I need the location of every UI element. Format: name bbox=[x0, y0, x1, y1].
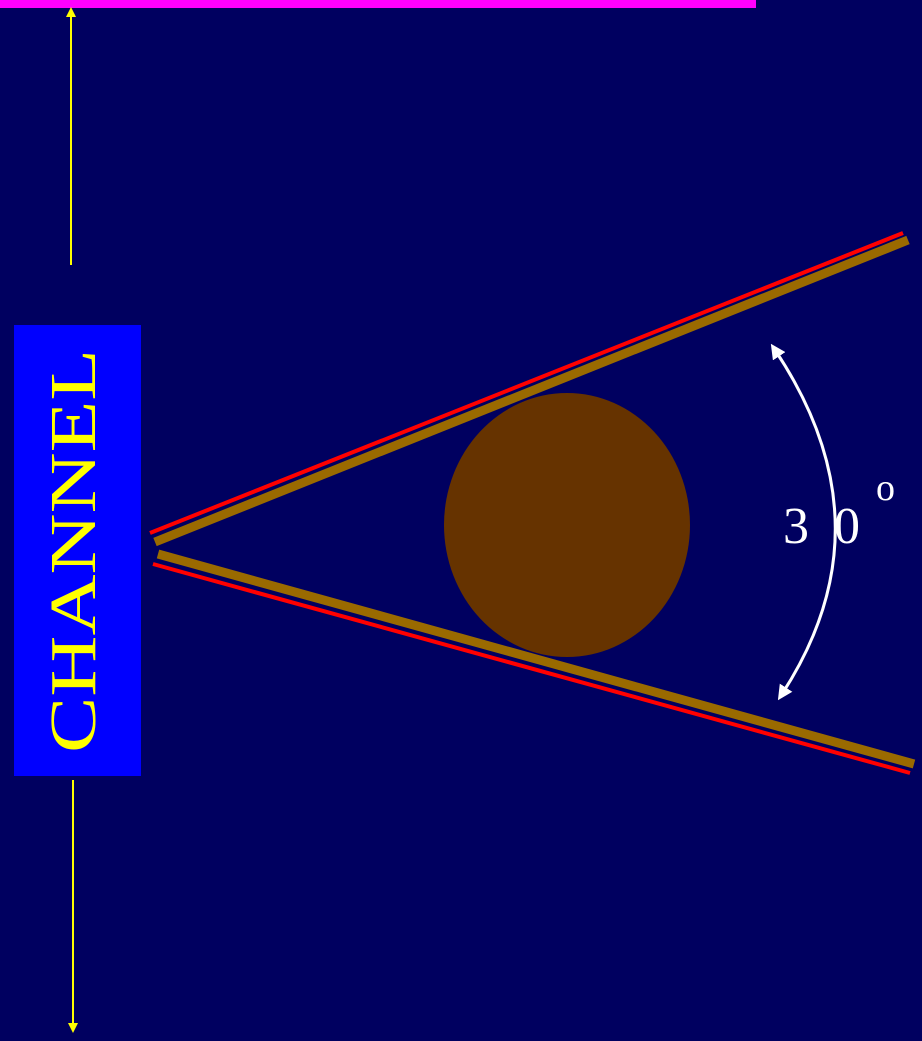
degree-mark: o bbox=[876, 467, 895, 509]
angle-label-digit-1: 3 bbox=[783, 498, 809, 555]
angle-arc-arrow bbox=[770, 343, 837, 701]
upper-plate bbox=[153, 235, 910, 547]
lower-plate bbox=[156, 549, 916, 769]
upper-plate-edge bbox=[149, 231, 904, 535]
lower-plate-edge bbox=[152, 562, 911, 775]
ball bbox=[444, 393, 690, 657]
angle-label-digit-2: 0 bbox=[834, 498, 860, 555]
channel-box bbox=[14, 325, 141, 776]
top-bar bbox=[0, 0, 756, 8]
channel-label: CHANNEL bbox=[37, 349, 110, 753]
